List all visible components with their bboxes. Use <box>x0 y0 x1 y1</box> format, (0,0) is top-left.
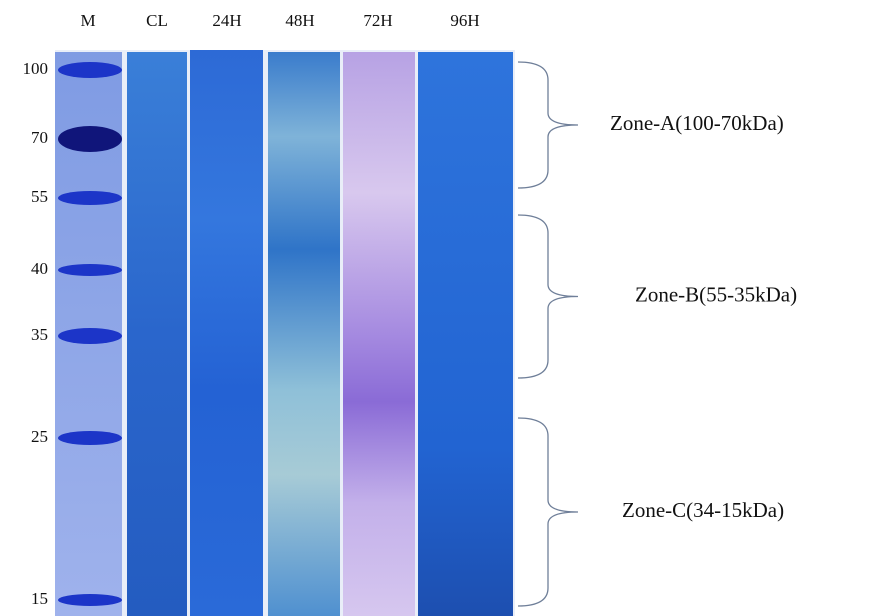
mw-label: 100 <box>23 59 49 78</box>
lane-96h <box>418 52 513 616</box>
marker-band <box>58 264 122 276</box>
mw-label: 35 <box>31 325 48 344</box>
marker-bands <box>58 62 122 606</box>
marker-band <box>58 328 122 344</box>
mw-label: 40 <box>31 259 48 278</box>
marker-band <box>58 191 122 205</box>
lane-label: 48H <box>285 11 314 30</box>
marker-band <box>58 594 122 606</box>
lane-label: CL <box>146 11 168 30</box>
lane-72h <box>343 52 415 616</box>
marker-band <box>58 126 122 152</box>
labels: M CL 24H 48H 72H 96H 100 70 55 40 35 25 15 Zone-A(100… <box>23 11 798 608</box>
zone-label: Zone-C(34-15kDa) <box>622 498 784 522</box>
lane-48h <box>268 52 340 616</box>
lane-cl <box>127 52 187 616</box>
mw-label: 70 <box>31 128 48 147</box>
marker-band <box>58 431 122 445</box>
lane-label: 72H <box>363 11 392 30</box>
zone-brace <box>517 61 579 189</box>
lane-label: M <box>80 11 95 30</box>
zone-brace <box>517 214 579 379</box>
marker-band <box>58 62 122 78</box>
lane-24h <box>190 50 263 616</box>
mw-label: 15 <box>31 589 48 608</box>
lane-label: 96H <box>450 11 479 30</box>
zone-label: Zone-B(55-35kDa) <box>635 282 797 306</box>
zone-label: Zone-A(100-70kDa) <box>610 111 784 135</box>
mw-label: 25 <box>31 427 48 446</box>
zone-brace <box>517 417 579 607</box>
zone-braces <box>517 61 579 607</box>
lane-label: 24H <box>212 11 241 30</box>
mw-label: 55 <box>31 187 48 206</box>
